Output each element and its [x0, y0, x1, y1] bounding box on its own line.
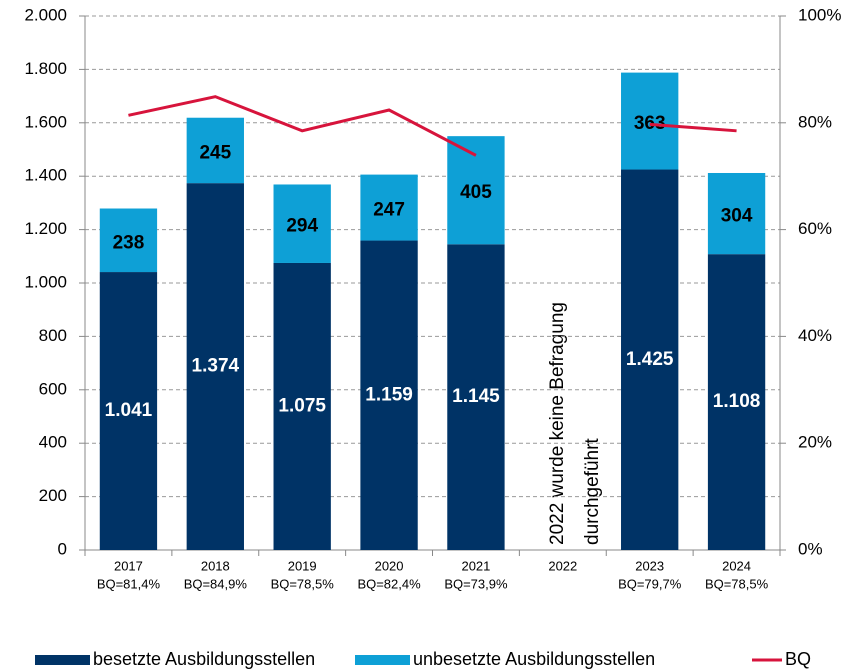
data-label: 1.075: [278, 396, 326, 417]
y-tick-label: 800: [39, 326, 67, 345]
x-tick-label: 2023: [635, 558, 664, 573]
bar-segment: [273, 262, 331, 550]
data-label: 1.159: [365, 384, 413, 405]
bar-segment: [621, 72, 679, 170]
x-tick-label: 2022: [548, 558, 577, 573]
x-tick-label: 2017: [114, 558, 143, 573]
data-label: 1.425: [626, 349, 674, 370]
y2-tick-label: 100%: [798, 5, 841, 24]
bar-segment: [186, 183, 244, 550]
x-sub-label: BQ=78,5%: [705, 576, 769, 591]
y2-tick-label: 0%: [798, 539, 823, 558]
y-tick-label: 1.200: [24, 219, 67, 238]
legend-label: BQ: [785, 649, 811, 669]
y-tick-label: 0: [58, 539, 67, 558]
data-label: 405: [460, 182, 492, 203]
data-label: 294: [286, 216, 318, 237]
y-tick-label: 600: [39, 379, 67, 398]
legend-label: besetzte Ausbildungsstellen: [93, 649, 315, 669]
x-tick-label: 2020: [375, 558, 404, 573]
x-tick-label: 2018: [201, 558, 230, 573]
x-sub-label: BQ=82,4%: [357, 576, 421, 591]
x-sub-label: BQ=73,9%: [444, 576, 508, 591]
bar-segment: [186, 117, 244, 184]
data-label: 245: [199, 142, 231, 163]
data-label: 1.041: [105, 400, 153, 421]
annotation: durchgeführt: [582, 438, 603, 545]
legend-label: unbesetzte Ausbildungsstellen: [413, 649, 655, 669]
bar-segment: [99, 208, 158, 273]
y-tick-label: 1.600: [24, 112, 67, 131]
bar-segment: [360, 240, 418, 550]
x-tick-label: 2021: [461, 558, 490, 573]
data-label: 1.108: [713, 391, 761, 412]
y-tick-label: 400: [39, 433, 67, 452]
data-label: 238: [113, 232, 145, 253]
bar-segment: [273, 184, 331, 263]
line: [128, 95, 737, 157]
y-tick-label: 1.400: [24, 166, 67, 185]
y2-tick-label: 60%: [798, 219, 832, 238]
bar-segment: [99, 272, 158, 550]
y2-tick-label: 20%: [798, 433, 832, 452]
data-label: 1.145: [452, 386, 500, 407]
y-tick-label: 200: [39, 486, 67, 505]
legend-swatch: [35, 655, 90, 665]
annotation: 2022 wurde keine Befragung: [547, 302, 568, 545]
y2-tick-label: 40%: [798, 326, 832, 345]
bar-segment: [360, 174, 418, 241]
y2-tick-label: 80%: [798, 112, 832, 131]
x-sub-label: BQ=78,5%: [271, 576, 335, 591]
bar-segment: [707, 172, 766, 255]
data-label: 304: [721, 206, 753, 227]
x-sub-label: BQ=79,7%: [618, 576, 682, 591]
x-sub-label: BQ=81,4%: [97, 576, 161, 591]
x-tick-label: 2019: [288, 558, 317, 573]
x-tick-label: 2024: [722, 558, 751, 573]
data-label: 247: [373, 200, 405, 221]
bar-segment: [707, 254, 766, 550]
y-tick-label: 1.800: [24, 59, 67, 78]
bar-segment: [447, 244, 505, 550]
x-sub-label: BQ=84,9%: [184, 576, 248, 591]
y-tick-label: 2.000: [24, 5, 67, 24]
bar-segment: [621, 169, 679, 550]
legend-swatch: [355, 655, 410, 665]
data-label: 1.374: [192, 356, 240, 377]
data-label: 363: [634, 113, 666, 134]
y-tick-label: 1.000: [24, 272, 67, 291]
